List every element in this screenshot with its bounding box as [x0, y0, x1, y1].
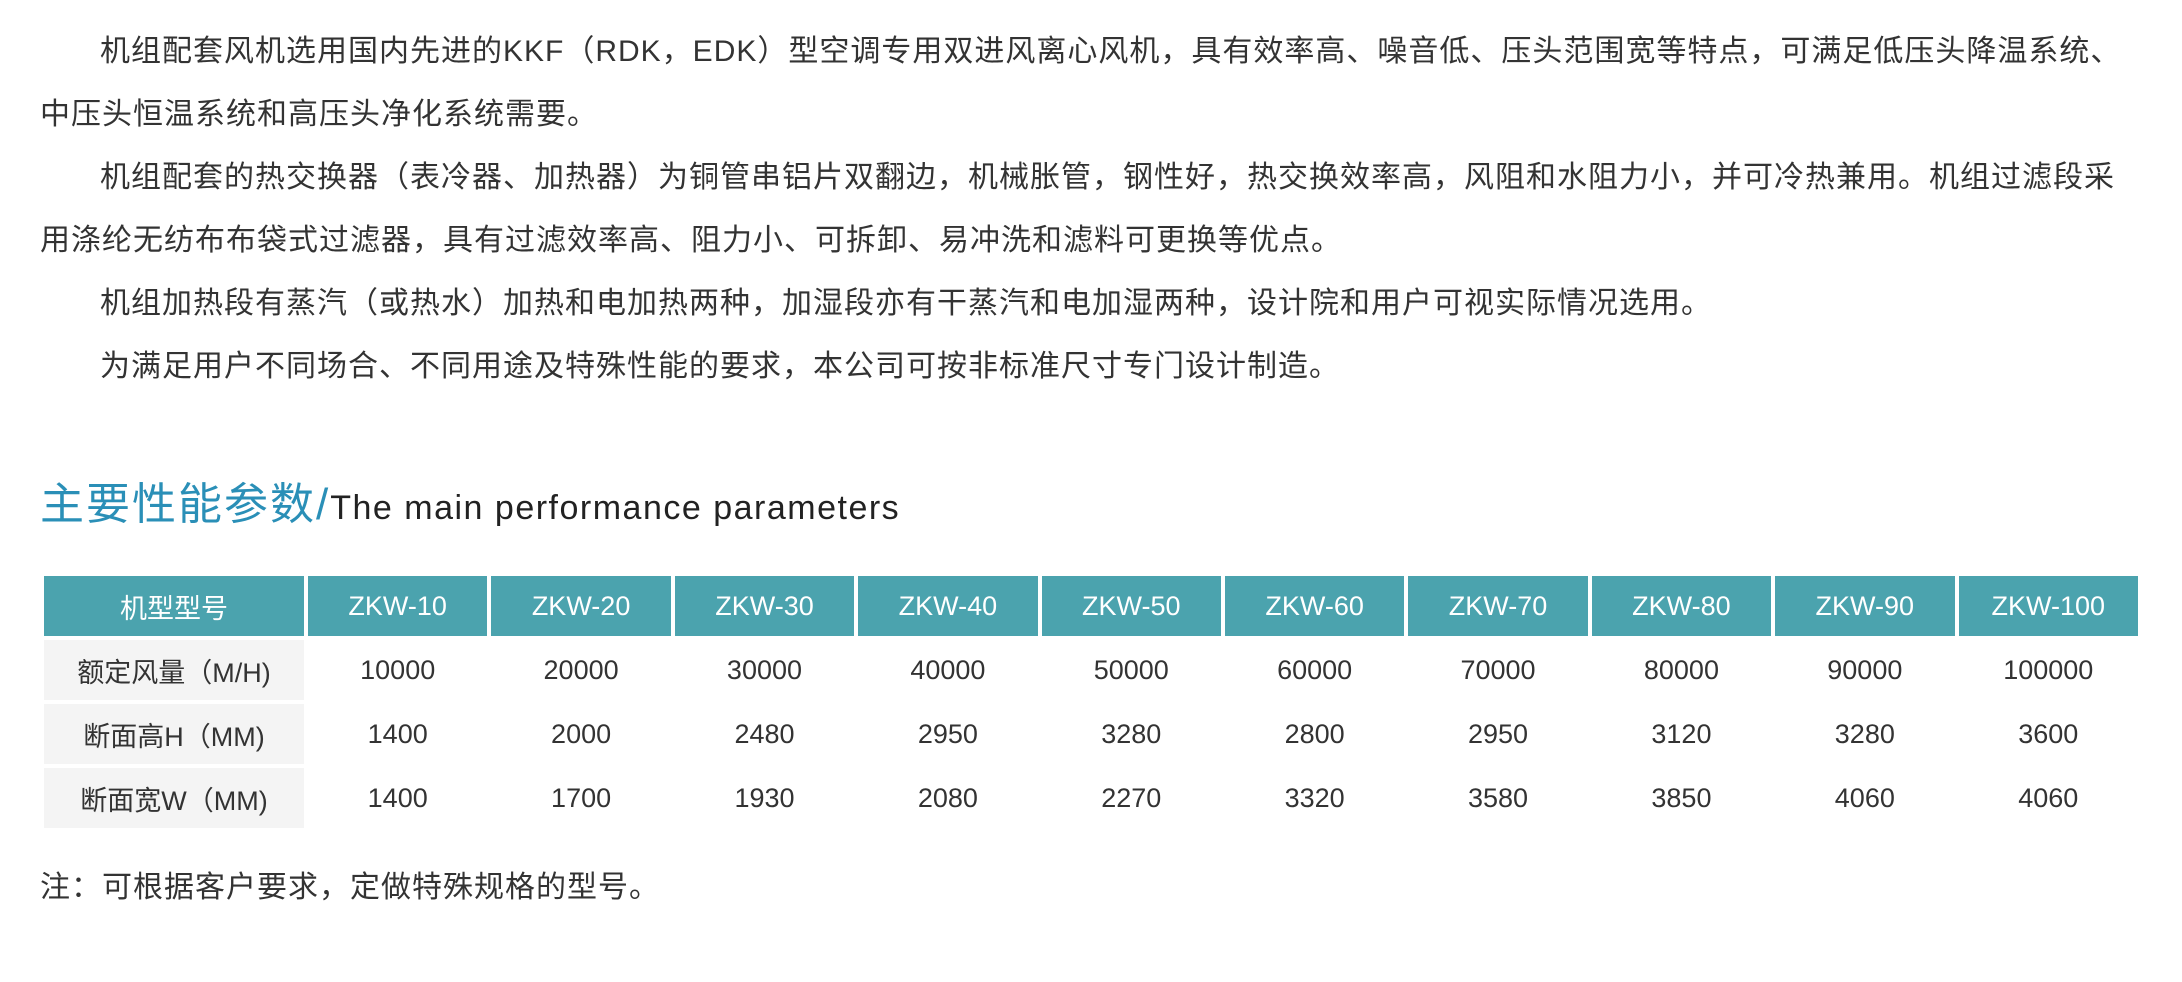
row-label: 断面高H（MM): [44, 704, 304, 764]
table-cell: 2800: [1225, 704, 1404, 764]
col-header: ZKW-60: [1225, 576, 1404, 636]
col-header: ZKW-30: [675, 576, 854, 636]
table-header-row: 机型型号 ZKW-10 ZKW-20 ZKW-30 ZKW-40 ZKW-50 …: [44, 576, 2138, 636]
table-cell: 3580: [1408, 768, 1587, 828]
table-row: 断面高H（MM) 1400 2000 2480 2950 3280 2800 2…: [44, 704, 2138, 764]
row-label: 额定风量（M/H): [44, 640, 304, 700]
col-header: ZKW-10: [308, 576, 487, 636]
table-cell: 1930: [675, 768, 854, 828]
table-cell: 4060: [1775, 768, 1954, 828]
table-note: 注：可根据客户要求，定做特殊规格的型号。: [40, 862, 2142, 906]
col-header: ZKW-90: [1775, 576, 1954, 636]
table-cell: 20000: [491, 640, 670, 700]
table-row: 额定风量（M/H) 10000 20000 30000 40000 50000 …: [44, 640, 2138, 700]
page-root: 机组配套风机选用国内先进的KKF（RDK，EDK）型空调专用双进风离心风机，具有…: [0, 0, 2182, 946]
spec-table: 机型型号 ZKW-10 ZKW-20 ZKW-30 ZKW-40 ZKW-50 …: [40, 572, 2142, 832]
description-block: 机组配套风机选用国内先进的KKF（RDK，EDK）型空调专用双进风离心风机，具有…: [40, 20, 2142, 398]
table-cell: 2950: [1408, 704, 1587, 764]
table-cell: 3320: [1225, 768, 1404, 828]
table-cell: 60000: [1225, 640, 1404, 700]
table-cell: 80000: [1592, 640, 1771, 700]
col-header: ZKW-80: [1592, 576, 1771, 636]
row-label: 断面宽W（MM): [44, 768, 304, 828]
table-cell: 90000: [1775, 640, 1954, 700]
section-title-zh: 主要性能参数: [40, 468, 316, 532]
table-cell: 40000: [858, 640, 1037, 700]
spec-table-body: 额定风量（M/H) 10000 20000 30000 40000 50000 …: [44, 640, 2138, 828]
spec-table-head: 机型型号 ZKW-10 ZKW-20 ZKW-30 ZKW-40 ZKW-50 …: [44, 576, 2138, 636]
desc-paragraph: 机组加热段有蒸汽（或热水）加热和电加热两种，加湿段亦有干蒸汽和电加湿两种，设计院…: [40, 272, 2142, 335]
section-title: 主要性能参数/The main performance parameters: [40, 468, 2142, 532]
table-cell: 2950: [858, 704, 1037, 764]
desc-paragraph: 为满足用户不同场合、不同用途及特殊性能的要求，本公司可按非标准尺寸专门设计制造。: [40, 335, 2142, 398]
table-cell: 1400: [308, 704, 487, 764]
desc-paragraph: 机组配套的热交换器（表冷器、加热器）为铜管串铝片双翻边，机械胀管，钢性好，热交换…: [40, 146, 2142, 272]
col-header: ZKW-100: [1959, 576, 2138, 636]
col-header: ZKW-50: [1042, 576, 1221, 636]
table-cell: 1700: [491, 768, 670, 828]
table-cell: 4060: [1959, 768, 2138, 828]
desc-paragraph: 机组配套风机选用国内先进的KKF（RDK，EDK）型空调专用双进风离心风机，具有…: [40, 20, 2142, 146]
col-header: ZKW-40: [858, 576, 1037, 636]
table-cell: 3120: [1592, 704, 1771, 764]
table-cell: 2080: [858, 768, 1037, 828]
section-title-slash: /: [316, 480, 328, 530]
table-cell: 2480: [675, 704, 854, 764]
col-header: ZKW-20: [491, 576, 670, 636]
table-cell: 3850: [1592, 768, 1771, 828]
table-cell: 3280: [1042, 704, 1221, 764]
table-cell: 30000: [675, 640, 854, 700]
table-cell: 2000: [491, 704, 670, 764]
table-cell: 100000: [1959, 640, 2138, 700]
table-cell: 2270: [1042, 768, 1221, 828]
col-header: 机型型号: [44, 576, 304, 636]
table-row: 断面宽W（MM) 1400 1700 1930 2080 2270 3320 3…: [44, 768, 2138, 828]
table-cell: 3280: [1775, 704, 1954, 764]
table-cell: 3600: [1959, 704, 2138, 764]
col-header: ZKW-70: [1408, 576, 1587, 636]
table-cell: 70000: [1408, 640, 1587, 700]
table-cell: 1400: [308, 768, 487, 828]
section-title-en: The main performance parameters: [330, 489, 900, 528]
table-cell: 10000: [308, 640, 487, 700]
table-cell: 50000: [1042, 640, 1221, 700]
